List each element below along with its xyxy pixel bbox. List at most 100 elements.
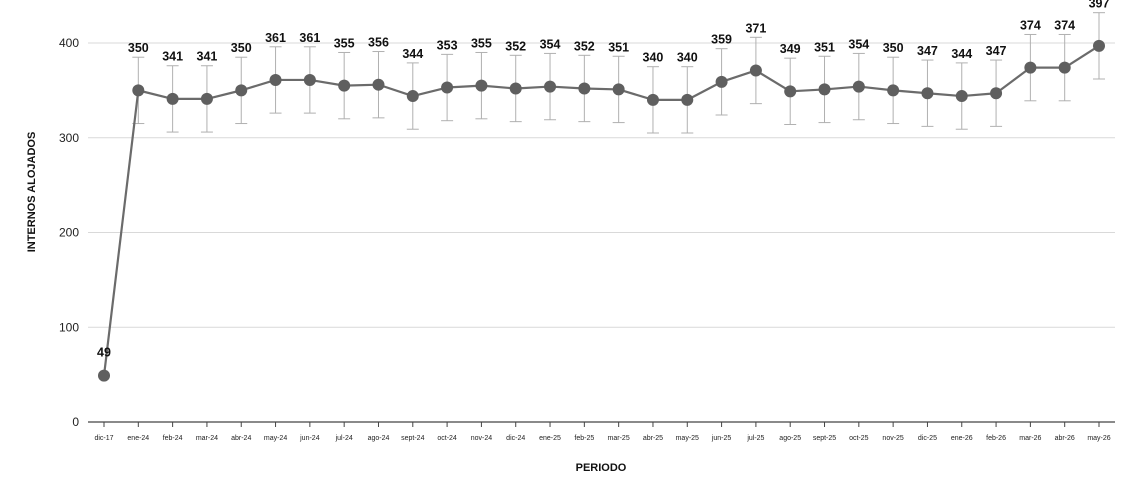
x-tick-label: oct-25	[849, 435, 869, 442]
data-label: 341	[197, 50, 218, 64]
y-axis-ticks: 0 100 200 300 400	[59, 36, 79, 429]
data-label: 356	[368, 36, 389, 50]
data-label: 344	[951, 47, 972, 61]
x-tick-label: abr-24	[231, 435, 251, 442]
x-tick-label: sept-24	[401, 435, 424, 442]
data-label: 341	[162, 50, 183, 64]
x-tick-label: mar-24	[196, 435, 218, 442]
data-label: 344	[402, 47, 423, 61]
x-tick-label: nov-25	[882, 435, 904, 442]
x-tick-label: abr-25	[643, 435, 663, 442]
data-point	[303, 73, 316, 86]
data-labels: 49 350 341 341 350 361 361 355 356 344 353 355 352 35…	[97, 0, 1109, 360]
x-tick-label: ago-25	[779, 435, 801, 442]
data-point	[372, 78, 385, 91]
x-tick-label: dic-17	[94, 435, 113, 442]
x-tick-label: feb-24	[163, 435, 183, 442]
x-tick-label: ago-24	[368, 435, 390, 442]
y-tick-label: 300	[59, 131, 79, 145]
data-point	[1093, 39, 1105, 52]
x-tick-label: abr-26	[1055, 435, 1075, 442]
data-label: 349	[780, 42, 801, 56]
data-label: 350	[883, 41, 904, 55]
data-label: 352	[505, 39, 526, 53]
y-axis-title: INTERNOS ALOJADOS	[26, 132, 38, 253]
data-label: 361	[299, 31, 320, 45]
x-tick-label: jun-24	[299, 435, 320, 442]
data-point	[921, 87, 934, 100]
data-label: 397	[1089, 0, 1110, 11]
x-tick-label: mar-25	[608, 435, 630, 442]
x-tick-label: jul-25	[746, 435, 764, 442]
data-point	[852, 80, 865, 93]
x-tick-label: may-24	[264, 435, 287, 442]
x-tick-label: oct-24	[437, 435, 457, 442]
x-tick-label: mar-26	[1019, 435, 1041, 442]
data-point	[612, 83, 625, 96]
data-point	[887, 84, 900, 97]
data-point	[441, 81, 454, 94]
data-label: 374	[1054, 18, 1075, 32]
data-point	[1058, 61, 1071, 74]
data-point	[646, 93, 659, 106]
data-markers	[98, 39, 1105, 382]
data-point	[509, 82, 522, 95]
x-tick-label: feb-25	[574, 435, 594, 442]
x-axis: dic-17 ene-24 feb-24 mar-24 abr-24 may-24 jun-…	[88, 421, 1115, 442]
x-tick-label: jul-24	[335, 435, 353, 442]
series-polyline	[102, 44, 1100, 376]
data-point	[98, 369, 110, 382]
data-label: 350	[231, 41, 252, 55]
data-point	[681, 93, 694, 106]
data-label: 355	[334, 36, 355, 50]
y-tick-label: 100	[59, 320, 79, 334]
y-tick-label: 400	[59, 36, 79, 50]
data-label: 353	[437, 38, 458, 52]
data-point	[1024, 61, 1037, 74]
y-tick-label: 200	[59, 226, 79, 240]
data-label: 359	[711, 33, 732, 47]
data-label: 340	[677, 51, 698, 65]
data-label: 352	[574, 39, 595, 53]
x-tick-label: dic-25	[918, 435, 937, 442]
data-label: 355	[471, 36, 492, 50]
x-tick-label: may-25	[676, 435, 699, 442]
data-label: 361	[265, 31, 286, 45]
x-tick-label: may-26	[1087, 435, 1110, 442]
data-point	[406, 90, 419, 103]
data-label: 354	[540, 37, 561, 51]
data-label: 49	[97, 346, 111, 360]
data-point	[200, 92, 213, 105]
data-point	[715, 75, 728, 88]
data-point	[166, 92, 179, 105]
gridlines	[88, 42, 1115, 328]
data-point	[475, 79, 488, 92]
data-point	[235, 84, 248, 97]
x-tick-label: ene-26	[951, 435, 973, 442]
data-label: 351	[608, 40, 629, 54]
x-axis-title: PERIODO	[576, 462, 627, 474]
data-label: 354	[848, 37, 869, 51]
data-point	[955, 90, 968, 103]
data-label: 351	[814, 40, 835, 54]
data-point	[338, 79, 351, 92]
x-tick-label: ene-24	[127, 435, 149, 442]
x-tick-label: dic-24	[506, 435, 525, 442]
x-tick-label: nov-24	[471, 435, 493, 442]
y-tick-label: 0	[72, 415, 79, 429]
data-point	[784, 85, 797, 98]
data-label: 371	[745, 21, 766, 35]
data-label: 374	[1020, 18, 1041, 32]
data-label: 347	[986, 44, 1007, 58]
data-point	[132, 84, 145, 97]
data-point	[269, 73, 282, 86]
data-point	[544, 80, 557, 93]
x-tick-label: jun-25	[711, 435, 732, 442]
x-tick-label: ene-25	[539, 435, 561, 442]
data-label: 347	[917, 44, 938, 58]
x-tick-label: sept-25	[813, 435, 836, 442]
data-point	[990, 87, 1003, 100]
data-point	[578, 82, 591, 95]
series-line	[102, 44, 1100, 376]
